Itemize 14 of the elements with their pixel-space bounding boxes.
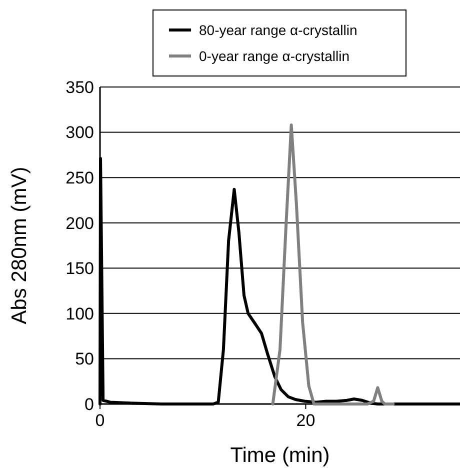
y-axis-title: Abs 280nm (mV): [8, 166, 31, 324]
y-tick-label: 200: [66, 214, 94, 233]
y-tick-label: 50: [75, 350, 94, 369]
y-tick-label: 300: [66, 123, 94, 142]
y-tick-label: 150: [66, 259, 94, 278]
y-tick-label: 100: [66, 304, 94, 324]
y-tick-label: 350: [66, 78, 94, 97]
y-tick-label: 0: [84, 394, 94, 414]
x-axis-title: Time (min): [230, 444, 330, 467]
x-tick-label: 20: [296, 411, 316, 430]
y-tick-label: 250: [66, 168, 94, 188]
legend-label: 0-year range α-crystallin: [199, 48, 350, 64]
line-series: [271, 124, 395, 406]
legend-label: 80-year range α-crystallin: [199, 22, 358, 38]
